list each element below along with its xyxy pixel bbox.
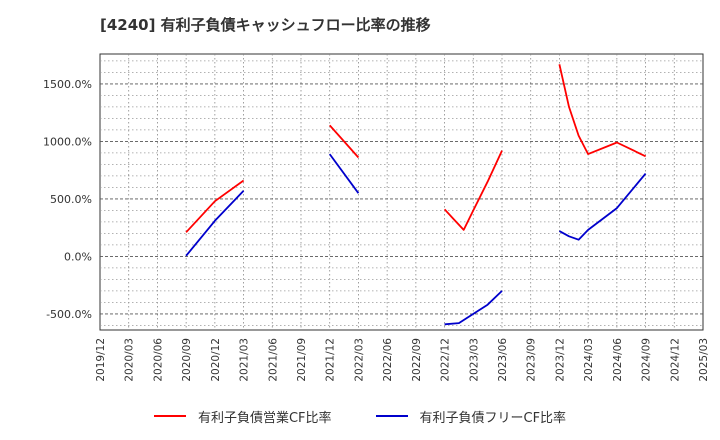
x-tick-label: 2022/06 — [382, 338, 394, 382]
x-tick-label: 2020/03 — [124, 338, 136, 382]
series-0-segment-1 — [329, 124, 360, 159]
x-tick-label: 2021/09 — [296, 338, 308, 382]
y-tick-label: 0.0% — [64, 250, 92, 263]
series-1-segment-3 — [558, 173, 647, 241]
series-0-segment-2 — [443, 150, 503, 231]
y-tick-label: 1500.0% — [43, 78, 92, 91]
chart-title: [4240] 有利子負債キャッシュフロー比率の推移 — [100, 16, 431, 34]
series-1-segment-0 — [185, 190, 245, 257]
x-tick-label: 2021/06 — [267, 338, 279, 382]
y-tick-label: 500.0% — [50, 193, 92, 206]
x-tick-label: 2020/12 — [210, 338, 222, 382]
legend-item-free-cf: 有利子負債フリーCF比率 — [375, 407, 567, 426]
x-tick-label: 2021/03 — [239, 338, 251, 382]
x-tick-label: 2022/12 — [440, 338, 452, 382]
x-tick-label: 2023/09 — [526, 338, 538, 382]
series-0-segment-0 — [185, 179, 245, 233]
x-axis: 2019/12 2020/03 2020/06 2020/09 2020/12 2021/… — [95, 338, 710, 382]
x-tick-label: 2020/06 — [152, 338, 164, 382]
legend-item-operating-cf: 有利子負債営業CF比率 — [153, 407, 332, 426]
gridlines — [100, 54, 703, 330]
series-0-segment-3 — [558, 64, 646, 158]
series-lines — [185, 64, 647, 326]
plot-area — [99, 53, 704, 331]
x-tick-label: 2023/06 — [497, 338, 509, 382]
x-tick-label: 2024/12 — [669, 338, 681, 382]
x-tick-label: 2025/03 — [698, 338, 710, 382]
legend: 有利子負債営業CF比率 有利子負債フリーCF比率 — [0, 404, 720, 428]
x-tick-label: 2023/12 — [554, 338, 566, 382]
y-axis: -500.0% 0.0% 500.0% 1000.0% 1500.0% — [43, 78, 92, 321]
x-tick-label: 2024/09 — [641, 338, 653, 382]
x-tick-label: 2023/03 — [468, 338, 480, 382]
y-tick-label: 1000.0% — [43, 135, 92, 148]
legend-label-operating-cf: 有利子負債営業CF比率 — [197, 410, 332, 426]
series-1-segment-2 — [444, 290, 503, 326]
x-tick-label: 2024/06 — [612, 338, 624, 382]
legend-label-free-cf: 有利子負債フリーCF比率 — [419, 410, 567, 426]
legend-swatch-operating-cf — [153, 415, 186, 417]
x-tick-label: 2022/09 — [411, 338, 423, 382]
y-tick-label: -500.0% — [46, 308, 92, 321]
x-tick-label: 2022/03 — [353, 338, 365, 382]
x-tick-label: 2024/03 — [583, 338, 595, 382]
x-tick-label: 2021/12 — [325, 338, 337, 382]
legend-swatch-free-cf — [375, 415, 408, 417]
x-tick-label: 2019/12 — [95, 338, 107, 382]
series-1-segment-1 — [328, 153, 360, 194]
x-tick-label: 2020/09 — [181, 338, 193, 382]
